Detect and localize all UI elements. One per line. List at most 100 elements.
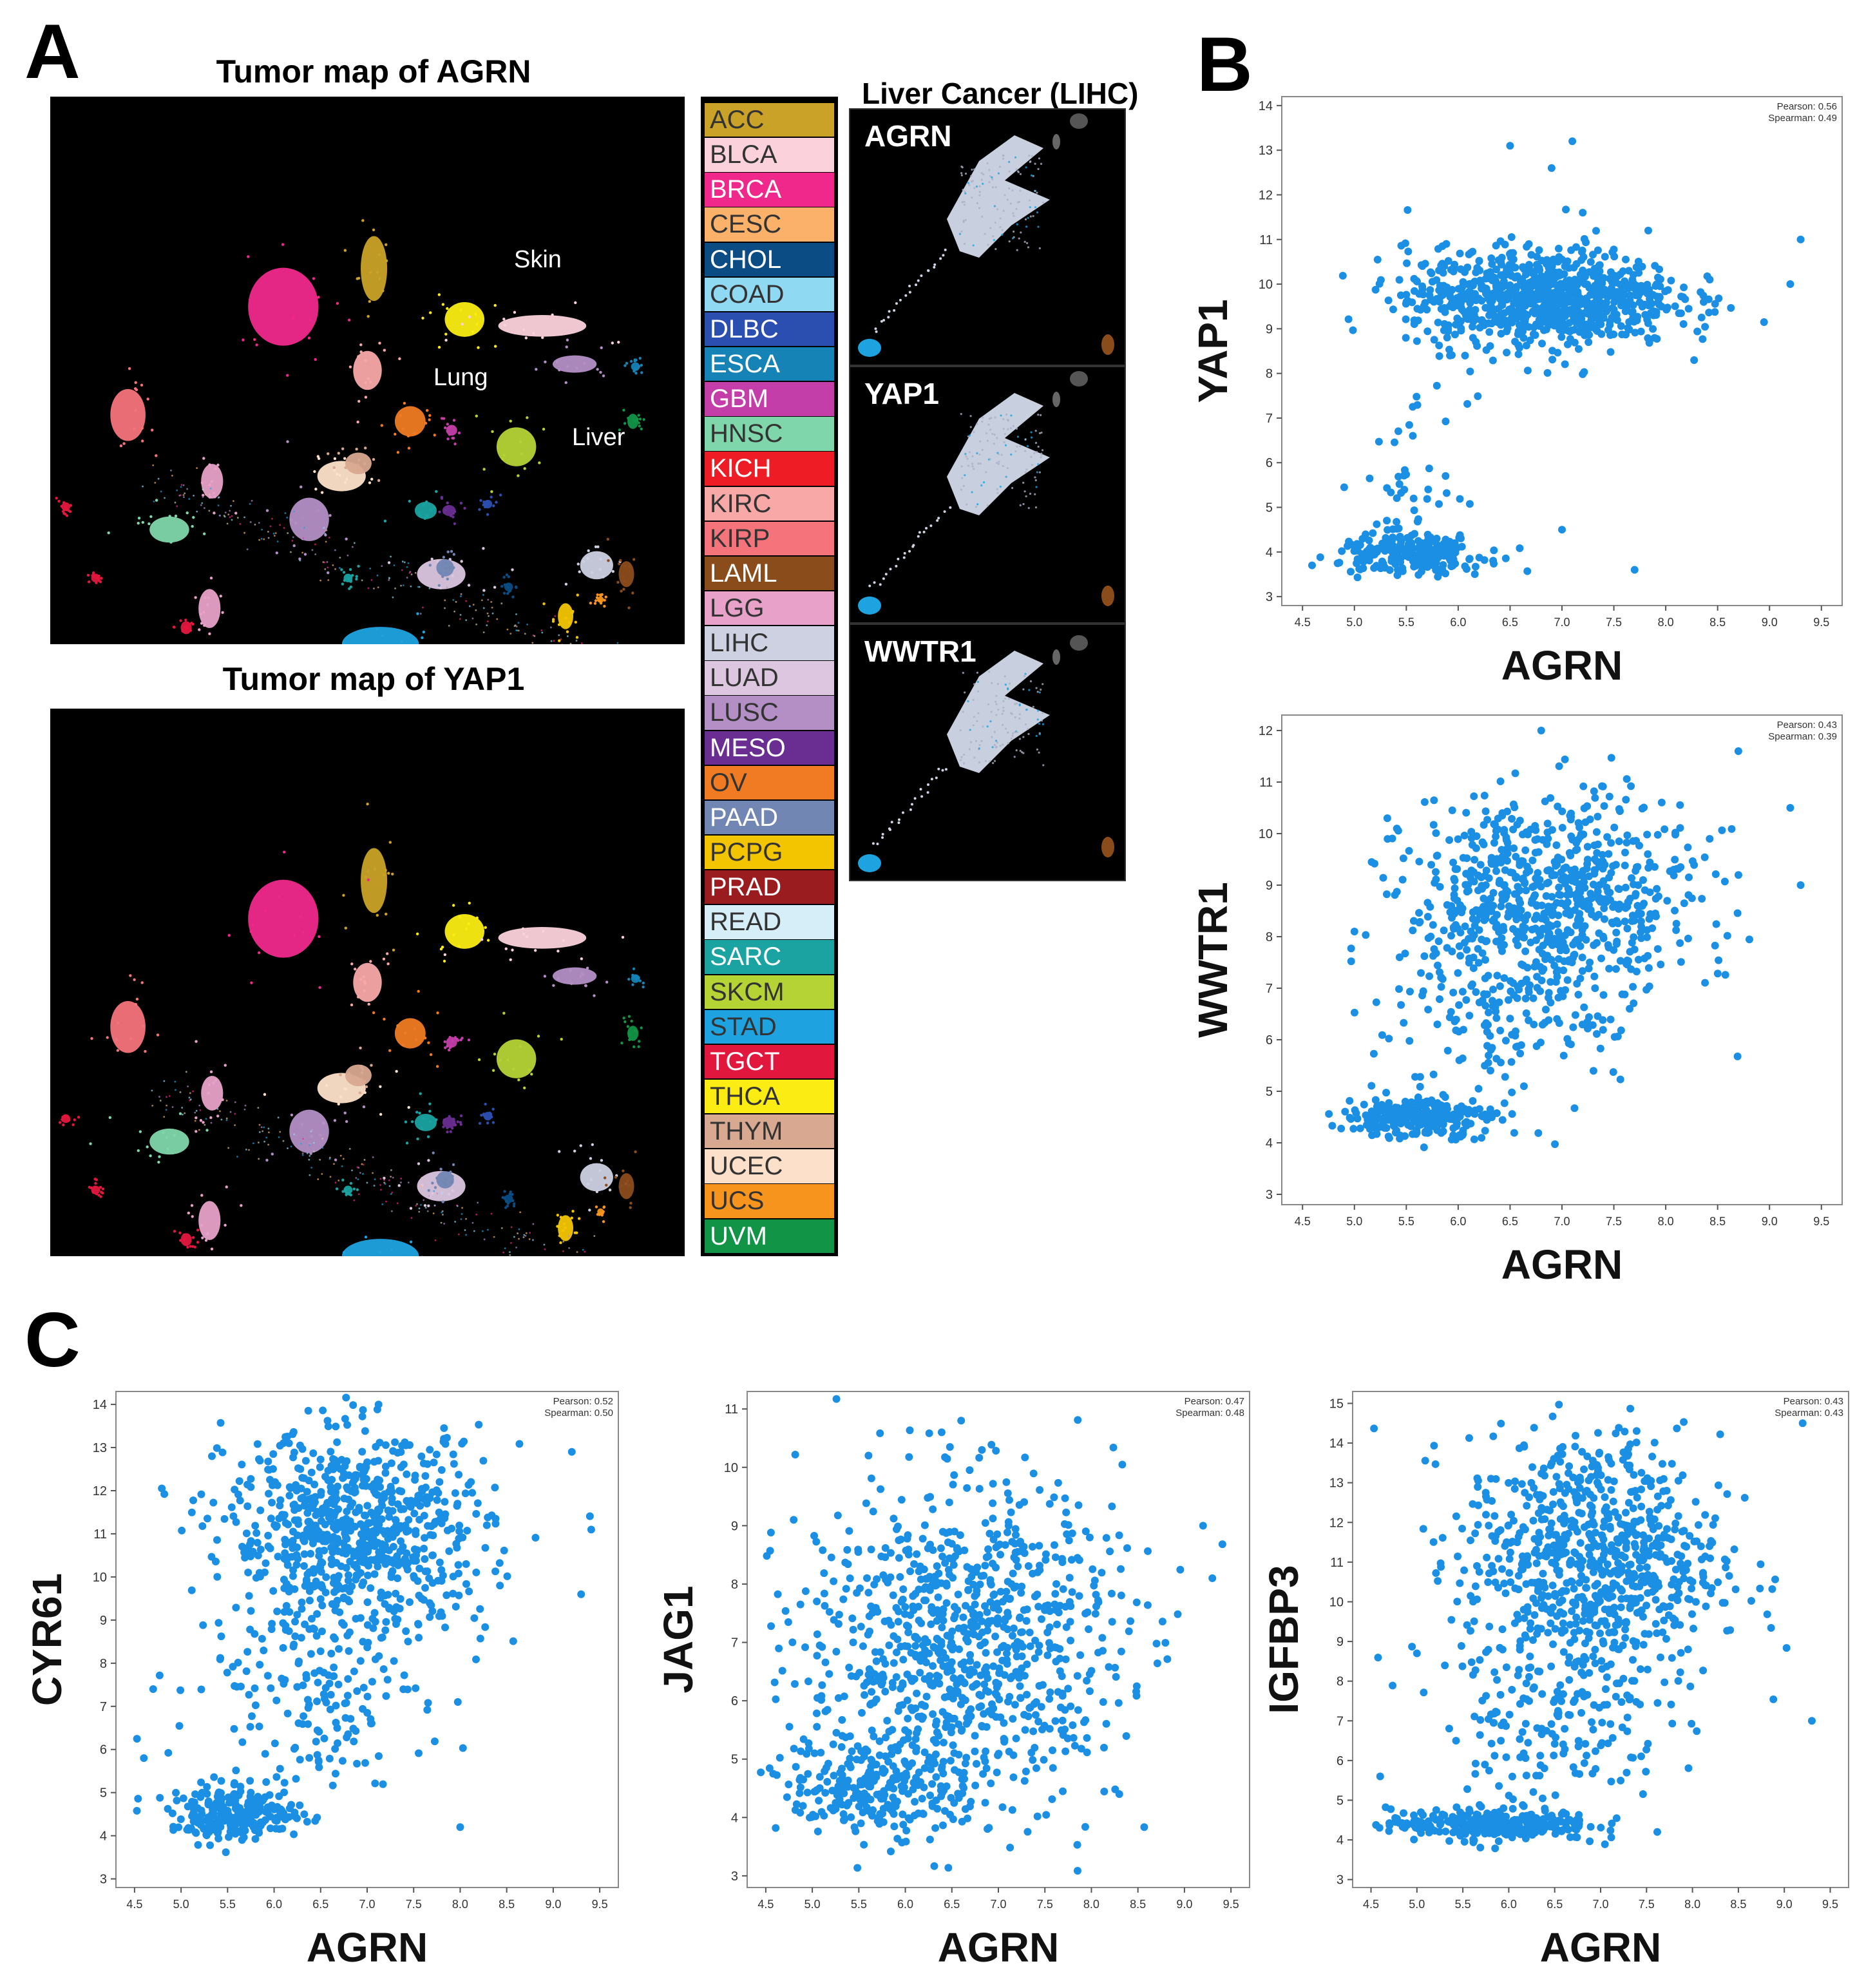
data-point	[1562, 909, 1570, 917]
data-point	[1612, 278, 1621, 287]
data-point	[875, 1737, 884, 1745]
data-point	[866, 1777, 874, 1786]
y-tick: 14	[1329, 1437, 1353, 1451]
data-point	[256, 1506, 265, 1515]
data-point	[1012, 1556, 1020, 1564]
data-point	[1497, 260, 1505, 269]
x-tick: 5.0	[1409, 1888, 1425, 1911]
data-point	[1654, 273, 1662, 282]
data-point	[1427, 1096, 1436, 1105]
data-point	[364, 1571, 372, 1580]
data-point	[906, 1567, 915, 1576]
data-point	[810, 1749, 819, 1757]
data-point	[388, 1533, 397, 1541]
data-point	[910, 1811, 918, 1820]
data-point	[1640, 803, 1648, 812]
data-point	[1418, 1111, 1426, 1119]
data-point	[235, 1477, 243, 1486]
data-point	[347, 1521, 356, 1529]
data-point	[1615, 837, 1623, 845]
data-point	[376, 1483, 385, 1491]
data-point	[256, 1545, 265, 1554]
data-point	[1308, 561, 1316, 569]
data-point	[1395, 276, 1404, 284]
data-point	[1461, 881, 1470, 889]
data-point	[334, 1680, 343, 1688]
data-point	[1522, 1009, 1530, 1017]
x-tick: 7.0	[990, 1888, 1007, 1911]
data-point	[1449, 267, 1458, 276]
data-point	[1589, 1067, 1597, 1075]
data-point	[1612, 928, 1621, 937]
data-point	[1161, 1639, 1170, 1647]
data-point	[1720, 877, 1729, 886]
data-point	[989, 1705, 998, 1713]
data-point	[1626, 300, 1634, 308]
data-point	[1525, 866, 1534, 875]
data-point	[783, 1793, 791, 1801]
data-point	[1599, 312, 1608, 321]
data-point	[1502, 836, 1510, 844]
x-tick: 6.5	[1502, 1205, 1518, 1228]
data-point	[308, 1534, 316, 1543]
data-point	[413, 1546, 421, 1554]
data-point	[784, 1618, 792, 1627]
data-point	[1338, 547, 1346, 555]
data-point	[1045, 1725, 1054, 1733]
data-point	[835, 1610, 843, 1619]
data-point	[200, 1824, 208, 1833]
data-point	[370, 1570, 379, 1578]
data-point	[1607, 754, 1615, 762]
lihc-cluster	[858, 635, 1114, 872]
data-point	[281, 1549, 289, 1557]
x-tick: 9.0	[1776, 1888, 1793, 1911]
data-point	[1430, 945, 1438, 953]
data-point	[1132, 1598, 1141, 1607]
data-point	[820, 1811, 828, 1820]
data-point	[1643, 933, 1651, 941]
data-point	[984, 1688, 993, 1696]
data-point	[1680, 283, 1688, 292]
data-point	[1443, 283, 1451, 292]
data-point	[208, 1452, 216, 1460]
data-point	[964, 1638, 972, 1646]
data-point	[1132, 1687, 1141, 1696]
y-axis-label: CYR61	[24, 1573, 70, 1706]
data-point	[1108, 1618, 1116, 1626]
data-point	[1415, 857, 1423, 866]
tumor-cluster-ucs	[589, 593, 607, 608]
data-point	[1452, 906, 1461, 915]
data-point	[1106, 1547, 1114, 1556]
data-point	[491, 1567, 500, 1576]
data-point	[1498, 301, 1507, 309]
data-point	[462, 1580, 470, 1588]
data-point	[904, 1551, 913, 1559]
data-point	[1004, 1612, 1013, 1621]
data-point	[1405, 421, 1413, 429]
data-point	[218, 1448, 227, 1457]
spearman-label: Spearman: 0.39	[1768, 731, 1837, 742]
data-point	[350, 1737, 358, 1746]
data-point	[1575, 913, 1583, 922]
data-point	[1492, 1055, 1501, 1063]
data-point	[1635, 841, 1644, 850]
data-point	[223, 1668, 231, 1677]
data-point	[1599, 288, 1607, 296]
data-point	[397, 1463, 405, 1471]
data-point	[1218, 1540, 1226, 1549]
data-point	[1584, 1024, 1592, 1033]
data-point	[1506, 1015, 1514, 1023]
data-point	[796, 1783, 804, 1792]
data-point	[210, 1773, 218, 1781]
data-point	[1486, 296, 1494, 304]
data-point	[1519, 857, 1527, 866]
data-point	[1109, 1443, 1118, 1451]
data-point	[1482, 866, 1490, 875]
data-point	[1579, 782, 1588, 790]
data-point	[332, 1585, 341, 1594]
data-point	[897, 1642, 905, 1650]
data-point	[1424, 551, 1432, 560]
data-point	[245, 1592, 253, 1600]
tumor-map-agrn: Skin Lung Liver	[50, 97, 685, 644]
